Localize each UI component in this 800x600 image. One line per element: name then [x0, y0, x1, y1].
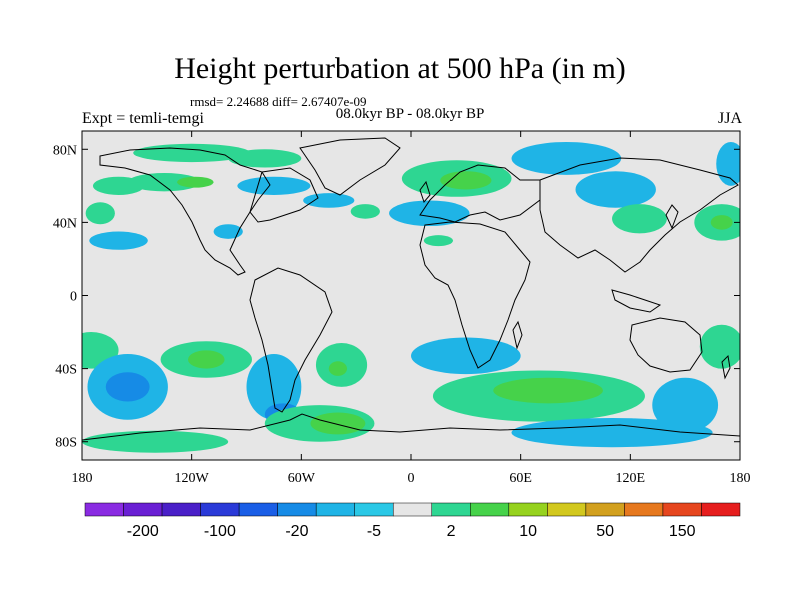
lon-tick-label: 120E	[616, 471, 646, 486]
period-label: 08.0kyr BP - 08.0kyr BP	[335, 106, 485, 122]
colorbar-swatch	[354, 502, 394, 517]
anomaly-region-32	[310, 412, 366, 435]
colorbar-swatch	[662, 502, 702, 517]
lon-tick-label: 60E	[509, 471, 532, 486]
colorbar-label: 150	[669, 523, 696, 540]
anomaly-region-5	[303, 193, 355, 208]
anomaly-region-30	[82, 430, 229, 453]
lon-tick-label: 0	[408, 471, 415, 486]
colorbar-swatch	[200, 502, 240, 517]
colorbar-swatch	[123, 502, 163, 517]
contour-fill-layer	[82, 141, 740, 453]
colorbar-swatch	[431, 502, 471, 517]
colorbar-swatch	[508, 502, 548, 517]
lon-tick-label: 60W	[288, 471, 316, 486]
anomaly-region-2	[127, 173, 201, 192]
lon-tick-label: 180	[730, 471, 751, 486]
anomaly-region-1	[228, 149, 302, 168]
colorbar-swatch	[701, 502, 741, 517]
anomaly-region-15	[511, 141, 622, 175]
experiment-label: Expt = temli-temgi	[82, 110, 204, 127]
colorbar-label: 2	[447, 523, 456, 540]
anomaly-region-33	[411, 337, 521, 375]
anomaly-region-29	[328, 361, 348, 376]
plot-title: Height perturbation at 500 hPa (in m)	[174, 52, 626, 85]
colorbar-swatch	[238, 502, 278, 517]
anomaly-region-38	[652, 377, 719, 433]
lat-tick-label: 40S	[55, 363, 77, 378]
lat-tick-label: 80S	[55, 436, 77, 451]
anomaly-region-6	[92, 176, 145, 195]
lon-tick-label: 120W	[175, 471, 210, 486]
lat-tick-label: 40N	[53, 216, 77, 231]
lat-tick-label: 0	[70, 290, 77, 305]
colorbar-label: 10	[519, 523, 537, 540]
anomaly-region-8	[89, 231, 148, 250]
colorbar-swatch	[315, 502, 355, 517]
anomaly-region-20	[710, 215, 733, 230]
coastline-layer	[82, 137, 740, 441]
anomaly-region-17	[716, 141, 740, 186]
colorbar-label: -20	[285, 523, 308, 540]
anomaly-region-13	[389, 200, 470, 227]
colorbar-swatch	[161, 502, 201, 517]
colorbar-swatch	[585, 502, 625, 517]
anomaly-region-10	[350, 204, 380, 219]
colorbar-label: -200	[127, 523, 159, 540]
anomaly-region-12	[440, 171, 492, 190]
anomaly-region-9	[213, 224, 243, 239]
anomaly-region-16	[575, 171, 656, 208]
lat-tick-label: 80N	[53, 143, 77, 158]
anomaly-region-3	[177, 176, 214, 188]
anomaly-region-37	[699, 324, 740, 369]
colorbar-swatch	[547, 502, 587, 517]
season-label: JJA	[717, 110, 742, 127]
colorbar-label: -100	[204, 523, 236, 540]
colorbar-label: -5	[367, 523, 381, 540]
colorbar-label: 50	[596, 523, 614, 540]
axis-ticks: 80N 40N 0 40S 80S 180 120W 60W 0 60E 120E 180	[53, 131, 751, 486]
colorbar-swatch	[470, 502, 510, 517]
anomaly-region-18	[612, 204, 667, 234]
anomaly-region-23	[105, 372, 150, 402]
anomaly-region-14	[423, 235, 454, 247]
colorbar-swatch	[277, 502, 317, 517]
anomaly-region-36	[511, 417, 713, 448]
stats-text: rmsd= 2.24688 diff= 2.67407e-09	[190, 94, 367, 109]
colorbar-swatch	[84, 502, 124, 517]
anomaly-region-35	[493, 377, 603, 404]
colorbar: -200 -100 -20 -5 2 10 50 150	[84, 502, 741, 540]
colorbar-swatch	[624, 502, 664, 517]
lon-tick-label: 180	[72, 471, 93, 486]
anomaly-region-4	[237, 176, 311, 195]
colorbar-swatch	[392, 502, 433, 517]
anomaly-region-25	[188, 350, 225, 369]
anomaly-region-7	[85, 202, 115, 225]
